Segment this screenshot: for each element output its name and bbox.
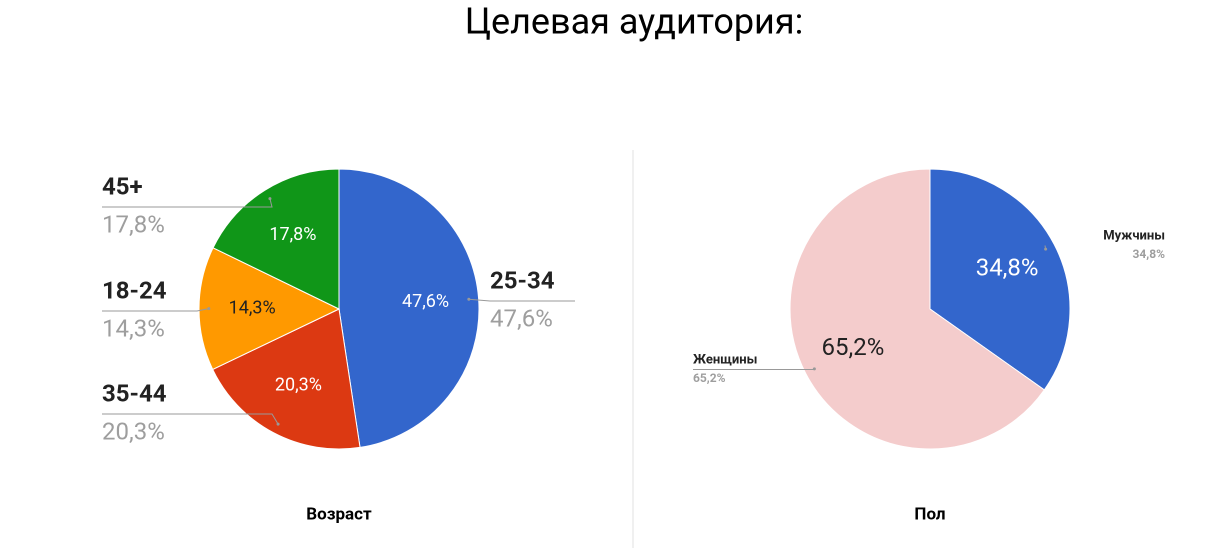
legend-label: 18-24 (102, 276, 167, 304)
pie-slice (198, 247, 341, 371)
legend-value: 17,8% (102, 210, 165, 238)
leader-dot (812, 367, 816, 371)
chart-title: Возраст (306, 504, 372, 524)
slice-label: 34,8% (976, 253, 1039, 281)
legend-value: 34,8% (1133, 247, 1166, 261)
leader-dot (1044, 247, 1048, 251)
legend-value: 65,2% (693, 371, 726, 385)
slice-label: 65,2% (822, 333, 885, 361)
leader-line (102, 198, 273, 208)
leader-line (102, 308, 209, 312)
legend-label: 35-44 (102, 379, 167, 407)
legend-label: 45+ (102, 172, 143, 200)
pie-slice (212, 168, 340, 310)
slice-label: 47,6% (402, 291, 449, 312)
pie-slice (929, 168, 1071, 391)
leader-dot (207, 307, 211, 311)
leader-dot (467, 297, 471, 301)
pie-slice (338, 168, 480, 448)
slice-label: 20,3% (275, 374, 322, 395)
page-title: Целевая аудитория: (465, 1, 804, 43)
leader-line (693, 368, 815, 370)
pie-slice (789, 168, 1045, 450)
leader-line (468, 298, 575, 302)
legend-label: 25-34 (490, 266, 555, 294)
chart-title: Пол (914, 504, 945, 524)
legend-value: 14,3% (102, 314, 165, 342)
leader-line (102, 413, 279, 425)
slice-label: 17,8% (269, 224, 316, 245)
leader-dot (276, 422, 280, 426)
legend-value: 47,6% (490, 304, 553, 332)
legend-label: Женщины (693, 352, 757, 367)
slice-label: 14,3% (229, 297, 276, 318)
legend-label: Мужчины (1103, 228, 1165, 243)
legend-value: 20,3% (102, 417, 165, 445)
leader-dot (268, 197, 272, 201)
